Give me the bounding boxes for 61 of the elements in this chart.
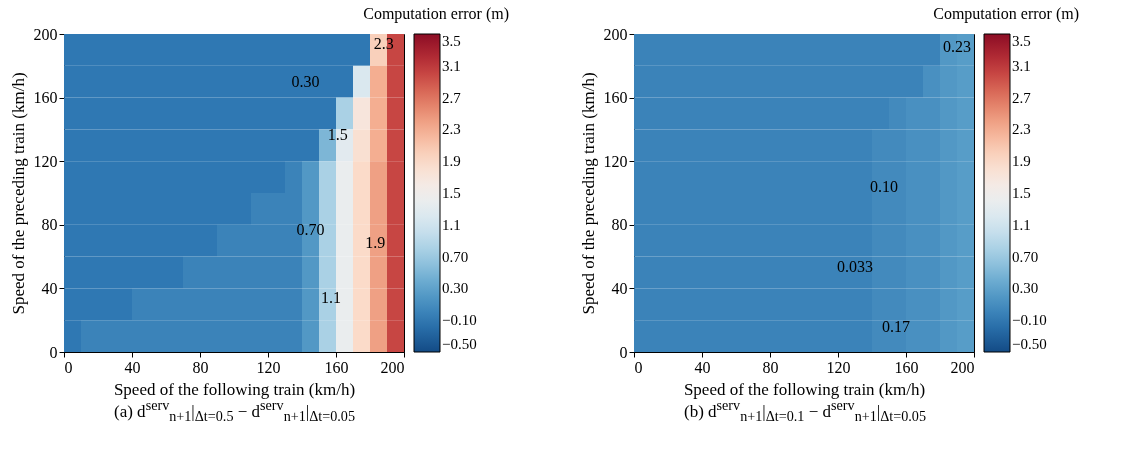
color-bar-label: 3.5 <box>1012 33 1031 49</box>
annotation: 1.5 <box>327 125 348 144</box>
color-bar-label: 0.70 <box>442 248 469 265</box>
annotation: 0.17 <box>881 317 910 336</box>
annotation: 1.9 <box>365 233 386 252</box>
x-axis-title: Speed of the following train (km/h) <box>113 379 356 399</box>
annotation: 0.70 <box>296 220 325 239</box>
y-axis-title: Speed of the preceding train (km/h) <box>578 72 598 315</box>
x-tick-label: 40 <box>694 358 711 376</box>
y-tick-label: 160 <box>33 89 58 107</box>
annotation: 0.033 <box>837 257 874 276</box>
color-bar-label: −0.10 <box>442 312 477 329</box>
y-tick-label: 80 <box>611 216 628 234</box>
annotation: 0.30 <box>291 73 320 92</box>
color-bar-label: 3.1 <box>442 57 461 74</box>
color-bar-label: −0.50 <box>442 336 477 352</box>
x-tick-label: 40 <box>124 358 141 376</box>
color-bar-label: 1.9 <box>1012 153 1031 170</box>
x-tick-label: 160 <box>324 358 349 376</box>
color-bar-label: 1.1 <box>1012 216 1031 233</box>
x-tick-label: 160 <box>894 358 919 376</box>
x-tick-label: 200 <box>380 358 405 376</box>
color-bar-label: 0.30 <box>1012 280 1039 297</box>
annotation: 0.23 <box>943 38 972 57</box>
annotation: 0.10 <box>870 178 898 196</box>
color-bar-title: Computation error (m) <box>933 5 1079 23</box>
y-tick-label: 80 <box>41 216 58 234</box>
color-bar-label: 1.9 <box>442 153 461 170</box>
y-tick-label: 160 <box>603 89 628 107</box>
y-tick-label: 40 <box>41 279 58 297</box>
color-bar-label: −0.10 <box>1012 312 1047 329</box>
x-tick-label: 0 <box>64 358 73 376</box>
color-bar-label: 3.5 <box>442 33 461 49</box>
color-bar-label: 0.30 <box>442 280 469 297</box>
color-bar-title: Computation error (m) <box>363 5 509 23</box>
color-bar-label: 1.5 <box>1012 185 1031 201</box>
color-bar-label: −0.50 <box>1012 336 1047 352</box>
color-bar-label: 1.5 <box>442 185 461 201</box>
color-bar-label: 2.7 <box>1012 89 1032 106</box>
x-tick-label: 80 <box>192 358 209 376</box>
color-bar-label: 2.3 <box>1012 121 1031 138</box>
x-tick-label: 80 <box>762 358 779 376</box>
color-bar-label: 3.1 <box>1012 57 1031 74</box>
color-bar-label: 2.7 <box>442 89 462 106</box>
x-tick-label: 120 <box>256 358 281 376</box>
y-tick-label: 200 <box>33 25 58 43</box>
y-tick-label: 0 <box>49 343 58 361</box>
y-tick-label: 40 <box>611 279 628 297</box>
x-tick-label: 200 <box>950 358 975 376</box>
y-tick-label: 120 <box>33 152 58 170</box>
y-tick-label: 200 <box>603 25 628 43</box>
color-bar-label: 0.70 <box>1012 248 1039 265</box>
y-tick-label: 0 <box>619 343 628 361</box>
color-bar-label: 1.1 <box>442 216 461 233</box>
x-tick-label: 120 <box>826 358 851 376</box>
color-bar-label: 2.3 <box>442 121 461 138</box>
annotation: 1.1 <box>321 289 341 308</box>
y-tick-label: 120 <box>603 152 628 170</box>
x-tick-label: 0 <box>634 358 643 376</box>
y-axis-title: Speed of the preceding train (km/h) <box>8 72 28 315</box>
x-axis-title: Speed of the following train (km/h) <box>683 379 926 399</box>
